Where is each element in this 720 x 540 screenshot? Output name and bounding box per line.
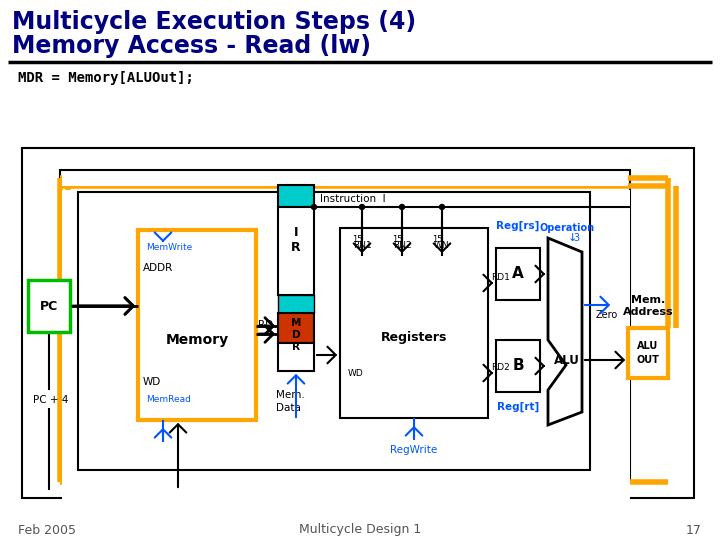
Text: WN: WN xyxy=(434,241,450,251)
Text: Multicycle Execution Steps (4): Multicycle Execution Steps (4) xyxy=(12,10,416,34)
Text: RN2: RN2 xyxy=(392,241,411,251)
Text: Memory: Memory xyxy=(166,333,228,347)
Text: ALU: ALU xyxy=(554,354,580,367)
Text: Address: Address xyxy=(623,307,673,317)
Circle shape xyxy=(439,205,444,210)
Bar xyxy=(62,190,630,510)
Text: ↓: ↓ xyxy=(567,233,577,243)
Text: WD: WD xyxy=(348,368,364,377)
Text: RD2: RD2 xyxy=(491,363,510,373)
Text: ALU: ALU xyxy=(637,341,659,351)
Text: PC + 4: PC + 4 xyxy=(33,395,68,405)
Text: Mem.: Mem. xyxy=(631,295,665,305)
Text: MemRead: MemRead xyxy=(146,395,191,404)
Polygon shape xyxy=(548,238,582,425)
Text: ADDR: ADDR xyxy=(143,263,174,273)
Text: Memory Access - Read (lw): Memory Access - Read (lw) xyxy=(12,34,371,58)
Text: Zero: Zero xyxy=(595,310,618,320)
Bar xyxy=(496,340,540,392)
Text: 15: 15 xyxy=(352,235,362,245)
Text: 15: 15 xyxy=(432,235,442,245)
Circle shape xyxy=(400,205,405,210)
Text: Reg[rs]: Reg[rs] xyxy=(496,221,540,231)
Bar xyxy=(60,170,630,480)
Text: MemWrite: MemWrite xyxy=(146,244,192,253)
Text: M
D
R: M D R xyxy=(291,319,301,352)
Text: PC: PC xyxy=(40,300,58,313)
Text: Registers: Registers xyxy=(381,332,447,345)
Text: B: B xyxy=(512,359,524,374)
Text: 15: 15 xyxy=(392,235,402,245)
Text: 3: 3 xyxy=(573,233,579,243)
Bar xyxy=(340,228,488,418)
Bar xyxy=(278,185,314,207)
Bar xyxy=(28,280,70,332)
Text: Reg[rt]: Reg[rt] xyxy=(497,402,539,412)
Circle shape xyxy=(312,205,317,210)
Bar xyxy=(628,328,668,378)
Bar xyxy=(496,248,540,300)
Text: Feb 2005: Feb 2005 xyxy=(18,523,76,537)
Text: WD: WD xyxy=(143,377,161,387)
Bar xyxy=(138,230,256,420)
Text: I
R: I R xyxy=(291,226,301,254)
Text: 17: 17 xyxy=(686,523,702,537)
Text: MDR = Memory[ALUOut];: MDR = Memory[ALUOut]; xyxy=(18,71,194,85)
Text: RD1: RD1 xyxy=(491,273,510,282)
Bar xyxy=(494,230,542,312)
Bar xyxy=(278,343,314,371)
Bar xyxy=(22,148,694,498)
Text: Mem.: Mem. xyxy=(276,390,305,400)
Bar xyxy=(278,295,314,313)
Text: Multicycle Design 1: Multicycle Design 1 xyxy=(299,523,421,537)
Text: Instruction  I: Instruction I xyxy=(320,194,386,204)
Bar xyxy=(78,192,590,470)
Bar xyxy=(62,172,628,186)
Text: RD: RD xyxy=(258,320,273,330)
Text: Data: Data xyxy=(276,403,301,413)
Text: RegWrite: RegWrite xyxy=(390,445,438,455)
Bar xyxy=(24,150,692,496)
Circle shape xyxy=(359,205,364,210)
Text: RN1: RN1 xyxy=(353,241,372,251)
Bar xyxy=(278,313,314,343)
Text: A: A xyxy=(512,267,524,281)
Text: Operation: Operation xyxy=(539,223,595,233)
Bar xyxy=(278,207,314,295)
Text: OUT: OUT xyxy=(636,355,660,365)
